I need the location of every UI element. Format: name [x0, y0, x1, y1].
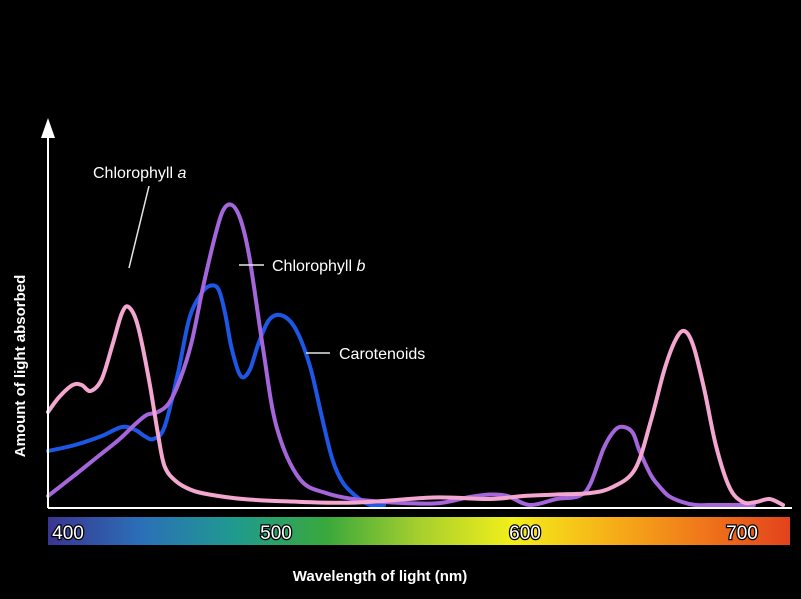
- chlorophyll-b-label: Chlorophyll b: [272, 258, 365, 275]
- chlorophyll-a-label: Chlorophyll a: [93, 165, 186, 182]
- chlorophyll-a-curve: [46, 304, 785, 507]
- y-axis-title: Amount of light absorbed: [12, 275, 29, 457]
- x-tick-label: 700: [726, 523, 758, 544]
- x-tick-label: 600: [509, 523, 541, 544]
- x-tick-label: 400: [52, 523, 84, 544]
- chlorophyll-b-curve: [46, 202, 756, 508]
- x-tick-label: 500: [260, 523, 292, 544]
- y-axis-arrow-icon: [41, 118, 55, 138]
- plot-area: [46, 202, 785, 508]
- carotenoids-label: Carotenoids: [339, 346, 425, 363]
- carotenoids-curve: [46, 283, 387, 508]
- x-axis-title: Wavelength of light (nm): [293, 568, 467, 585]
- chlorophyll-a-leader-line: [128, 185, 150, 269]
- series-labels: Chlorophyll a Chlorophyll b Carotenoids: [93, 165, 425, 363]
- spectrum-color-bar: [48, 517, 790, 545]
- x-tick-labels: 400 500 600 700: [51, 522, 759, 546]
